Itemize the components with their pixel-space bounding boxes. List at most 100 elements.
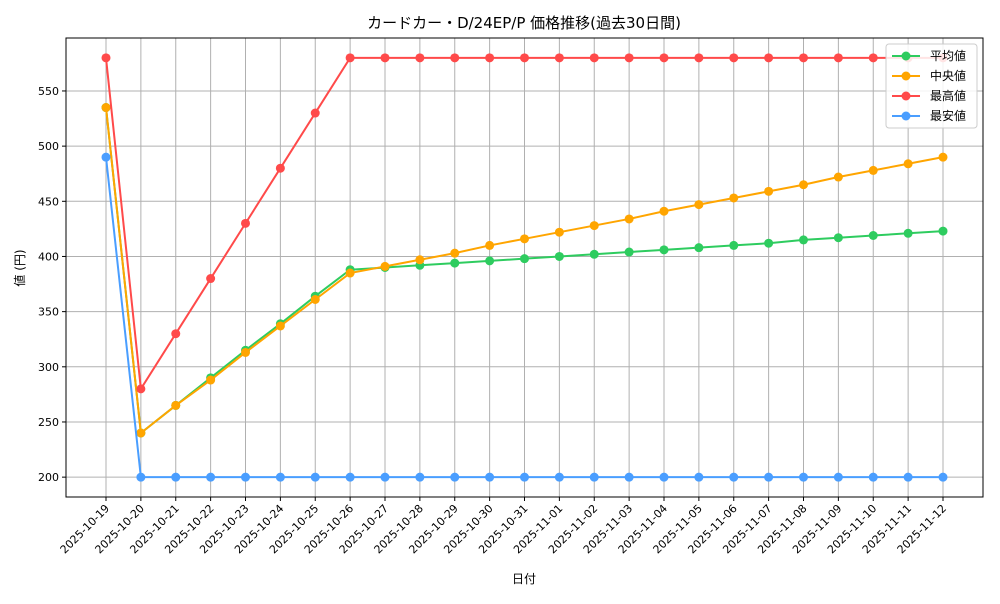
series-3 (101, 152, 948, 482)
data-point (345, 268, 355, 278)
data-point (589, 53, 599, 63)
data-point (520, 234, 529, 244)
data-point (450, 258, 460, 268)
series-2 (101, 53, 948, 394)
data-point (380, 261, 390, 271)
series-1 (101, 103, 948, 438)
data-point (589, 249, 599, 259)
data-point (450, 248, 460, 258)
data-point (729, 240, 739, 250)
data-point (241, 472, 250, 482)
data-point (868, 165, 878, 175)
legend-label: 中央値 (930, 68, 966, 83)
data-point (764, 53, 774, 63)
y-tick-label: 550 (38, 85, 59, 98)
data-point (729, 53, 739, 63)
data-point (485, 240, 495, 250)
legend-marker (901, 71, 911, 81)
data-point (136, 384, 146, 394)
data-point (520, 472, 529, 482)
data-point (275, 163, 285, 173)
plot-frame (65, 37, 984, 498)
data-point (903, 159, 913, 169)
data-point (206, 274, 216, 284)
data-point (624, 214, 634, 224)
data-point (659, 53, 669, 63)
data-point (624, 472, 634, 482)
data-point (101, 53, 111, 63)
data-point (833, 233, 843, 243)
y-tick-label: 500 (38, 140, 59, 153)
chart-title: カードカー・D/24EP/P 価格推移(過去30日間) (367, 14, 681, 32)
data-point (171, 329, 181, 339)
y-tick-label: 200 (38, 471, 59, 484)
data-point (799, 180, 808, 190)
data-point (589, 221, 599, 231)
data-point (903, 472, 913, 482)
data-point (694, 53, 704, 63)
data-point (624, 53, 634, 63)
data-point (345, 53, 355, 63)
data-point (415, 53, 425, 63)
data-point (136, 472, 146, 482)
data-point (659, 472, 669, 482)
y-tick-label: 400 (38, 250, 59, 263)
data-point (554, 53, 564, 63)
data-point (764, 238, 774, 248)
data-point (520, 53, 529, 63)
data-point (554, 251, 564, 261)
data-point (938, 472, 948, 482)
y-tick-label: 450 (38, 195, 59, 208)
data-point (415, 255, 425, 265)
data-point (694, 472, 704, 482)
data-point (659, 245, 669, 255)
data-point (799, 53, 808, 63)
data-point (380, 53, 390, 63)
data-point (206, 472, 216, 482)
data-point (310, 294, 320, 304)
data-point (554, 227, 564, 237)
y-tick-label: 300 (38, 361, 59, 374)
y-axis-label: 値 (円) (12, 249, 27, 286)
data-point (485, 472, 495, 482)
data-point (171, 400, 181, 410)
data-point (903, 228, 913, 238)
data-point (415, 472, 425, 482)
data-point (450, 472, 460, 482)
data-point (206, 375, 216, 385)
data-point (241, 218, 250, 228)
data-point (659, 206, 669, 216)
data-point (624, 247, 634, 257)
y-tick-label: 350 (38, 306, 59, 319)
legend-marker (901, 111, 911, 121)
legend-marker (901, 51, 911, 61)
legend-label: 最安値 (930, 108, 966, 123)
data-point (764, 472, 774, 482)
data-point (729, 472, 739, 482)
data-point (799, 235, 808, 245)
data-point (171, 472, 181, 482)
data-point (554, 472, 564, 482)
data-point (799, 472, 808, 482)
data-point (938, 152, 948, 162)
data-point (485, 53, 495, 63)
data-point (694, 200, 704, 210)
legend-label: 平均値 (930, 48, 966, 63)
x-axis-label: 日付 (512, 572, 536, 586)
data-point (101, 103, 111, 113)
data-point (764, 186, 774, 196)
data-point (520, 254, 529, 264)
data-point (310, 108, 320, 118)
data-point (275, 472, 285, 482)
data-point (450, 53, 460, 63)
data-point (275, 321, 285, 331)
data-point (101, 152, 111, 162)
data-point (485, 256, 495, 266)
legend-box (885, 43, 978, 129)
y-tick-label: 250 (38, 416, 59, 429)
data-point (694, 243, 704, 253)
legend-label: 最高値 (930, 88, 966, 103)
data-point (310, 472, 320, 482)
